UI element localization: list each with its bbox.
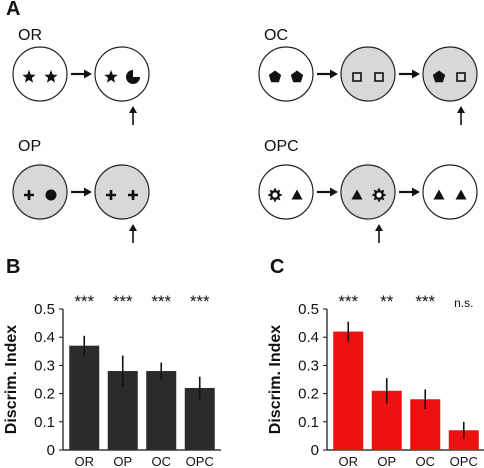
condition-label: OC — [264, 27, 288, 44]
arrow-up-icon — [457, 106, 465, 113]
x-tick-label: OPC — [450, 454, 478, 468]
star-icon — [44, 70, 58, 83]
stimulus-frame — [422, 46, 478, 102]
significance-label: *** — [113, 292, 133, 311]
arrow-up-icon — [129, 224, 137, 231]
y-tick-label: 0.1 — [298, 414, 319, 431]
y-tick-label: 0 — [311, 442, 319, 459]
stimulus-frame — [12, 164, 68, 220]
stimulus-frame — [258, 46, 314, 102]
x-tick-label: OP — [113, 454, 132, 468]
bar — [333, 331, 364, 450]
y-tick-label: 0.5 — [34, 301, 55, 318]
y-tick-label: 0 — [47, 442, 55, 459]
y-axis-label: Discrim. Index — [3, 325, 20, 434]
condition-label: OP — [18, 138, 41, 155]
pentagon-icon — [432, 70, 446, 83]
y-axis-label: Discrim. Index — [267, 325, 284, 434]
stimulus-frame — [12, 46, 68, 102]
arrow-right-icon — [412, 187, 420, 197]
square-icon — [352, 72, 362, 82]
sun-center — [376, 192, 382, 198]
significance-label: *** — [415, 292, 435, 311]
arrow-right-icon — [84, 69, 92, 79]
arrow-up-icon — [375, 224, 383, 231]
stimulus-frame — [94, 46, 150, 102]
bar-chart-c: 0 0.1 0.2 0.3 0.4 0.5 Discrim. Index OR *** OP ** O… — [267, 292, 484, 468]
condition-label: OR — [18, 27, 42, 44]
pentagon-icon — [290, 70, 304, 83]
y-tick-label: 0.2 — [34, 386, 55, 403]
significance-label: n.s. — [454, 296, 473, 310]
triangle-icon — [433, 189, 445, 200]
star-icon — [22, 70, 36, 83]
bar — [69, 345, 100, 450]
significance-label: ** — [380, 292, 394, 311]
y-tick-label: 0.1 — [34, 414, 55, 431]
bar — [146, 371, 177, 450]
arrow-right-icon — [412, 69, 420, 79]
bar-chart-b: 0 0.1 0.2 0.3 0.4 0.5 Discrim. Index OR *** OP ***… — [3, 292, 221, 468]
arrow-up-icon — [129, 106, 137, 113]
triangle-icon — [455, 189, 467, 200]
y-tick-label: 0.2 — [298, 386, 319, 403]
star-icon — [104, 70, 118, 83]
x-tick-label: OR — [339, 454, 359, 468]
x-tick-label: OP — [377, 454, 396, 468]
sun-center — [272, 192, 278, 198]
square-icon — [456, 72, 466, 82]
y-tick-label: 0.4 — [34, 329, 55, 346]
significance-label: *** — [74, 292, 94, 311]
condition-label: OPC — [264, 138, 299, 155]
stimulus-frame — [340, 164, 396, 220]
significance-label: *** — [190, 292, 210, 311]
pacman-icon — [126, 70, 140, 84]
panel-letter-c: C — [270, 256, 285, 278]
y-tick-label: 0.3 — [34, 357, 55, 374]
stimulus-frame — [94, 164, 150, 220]
panel-letter-a: A — [6, 0, 21, 20]
plus-icon — [128, 190, 138, 200]
square-icon — [374, 72, 384, 82]
triangle-icon — [351, 189, 363, 200]
x-tick-label: OC — [416, 454, 436, 468]
y-tick-label: 0.3 — [298, 357, 319, 374]
x-tick-label: OR — [75, 454, 95, 468]
arrow-right-icon — [330, 69, 338, 79]
condition-op: OP — [12, 138, 150, 243]
x-tick-label: OC — [152, 454, 172, 468]
x-tick-label: OPC — [186, 454, 214, 468]
bar — [448, 430, 479, 450]
plus-icon — [106, 190, 116, 200]
panel-letter-b: B — [6, 256, 21, 278]
condition-or: OR — [12, 27, 150, 125]
plus-icon — [24, 190, 34, 200]
significance-label: *** — [338, 292, 358, 311]
y-tick-label: 0.4 — [298, 329, 319, 346]
significance-label: *** — [151, 292, 171, 311]
condition-opc: OPC — [258, 138, 478, 243]
pentagon-icon — [268, 70, 282, 83]
triangle-icon — [291, 189, 303, 200]
condition-oc: OC — [258, 27, 478, 125]
y-tick-label: 0.5 — [298, 301, 319, 318]
dot-icon — [45, 189, 57, 201]
arrow-right-icon — [330, 187, 338, 197]
stimulus-frame — [340, 46, 396, 102]
stimulus-frame — [258, 164, 314, 220]
arrow-right-icon — [84, 187, 92, 197]
stimulus-frame — [422, 164, 478, 220]
